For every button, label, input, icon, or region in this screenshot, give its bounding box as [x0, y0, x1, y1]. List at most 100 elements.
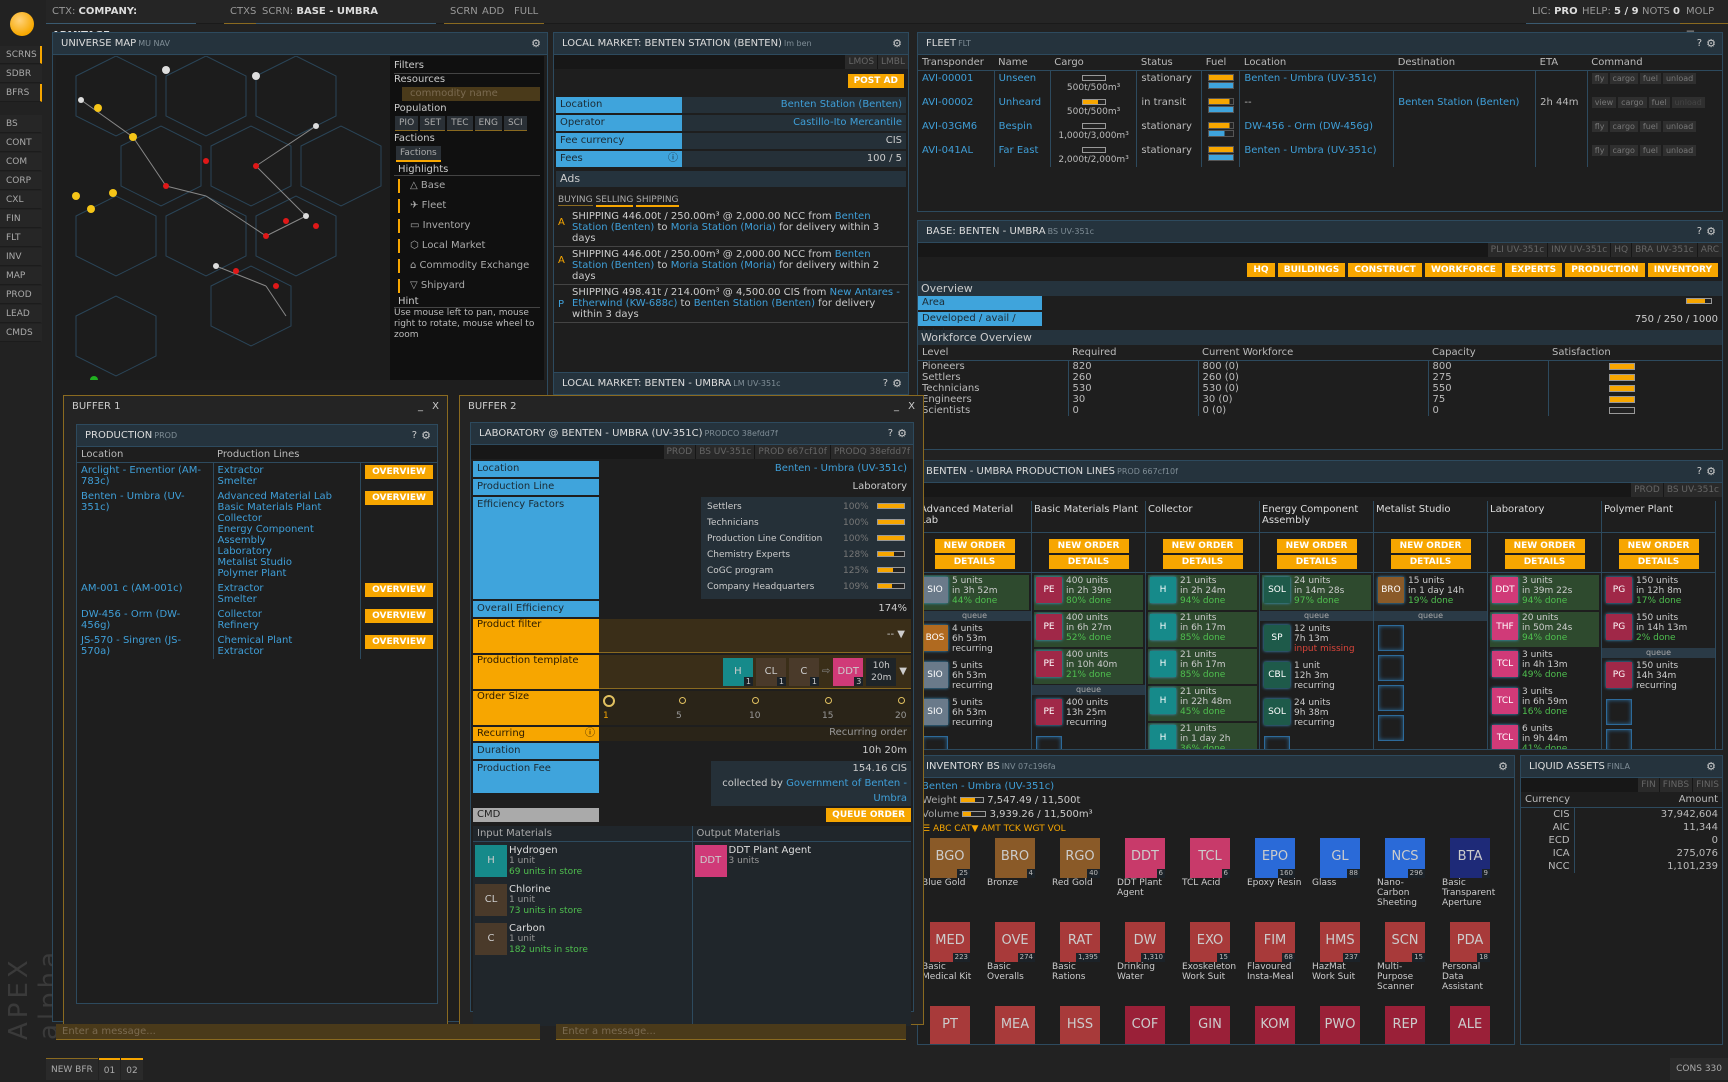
- new-order-button[interactable]: NEW ORDER: [934, 539, 1015, 553]
- nav-map[interactable]: MAP: [0, 267, 42, 285]
- location-link[interactable]: JS-570 - Singren (JS-570a): [77, 633, 214, 659]
- inventory-item[interactable]: PT: [922, 1006, 978, 1044]
- production-order[interactable]: H 21 units in 6h 17m 85% done: [1148, 612, 1257, 647]
- new-order-button[interactable]: NEW ORDER: [1390, 539, 1471, 553]
- view-button[interactable]: view: [1591, 97, 1617, 108]
- gear-icon[interactable]: ⚙: [897, 427, 907, 440]
- info-icon[interactable]: ⓘ: [668, 153, 678, 164]
- inventory-item[interactable]: FIM 68 Flavoured Insta-Meal: [1247, 922, 1303, 1002]
- sort-tck[interactable]: TCK: [1003, 824, 1021, 834]
- slider-tick[interactable]: [752, 697, 759, 704]
- inventory-item[interactable]: MEA: [987, 1006, 1043, 1044]
- details-button[interactable]: DETAILS: [1390, 555, 1471, 569]
- empty-slot[interactable]: [1264, 736, 1290, 749]
- details-button[interactable]: DETAILS: [1048, 555, 1129, 569]
- tag-finbs[interactable]: FINBS: [1659, 778, 1693, 792]
- destination-link[interactable]: Benten Station (Benten): [1393, 95, 1537, 119]
- inventory-item[interactable]: BRO 4 Bronze: [987, 838, 1043, 918]
- buffer-tab-01[interactable]: 01: [98, 1058, 121, 1080]
- operator-value[interactable]: Castillo-Ito Mercantile: [682, 115, 906, 131]
- inventory-item[interactable]: TCL 6 TCL Acid: [1182, 838, 1238, 918]
- inventory-item[interactable]: PDA 18 Personal Data Assistant: [1442, 922, 1498, 1002]
- details-button[interactable]: DETAILS: [934, 555, 1015, 569]
- inventory-item[interactable]: BGO 25 Blue Gold: [922, 838, 978, 918]
- slider-tick[interactable]: [825, 697, 832, 704]
- highlight-commodity-exchange[interactable]: ⌂ Commodity Exchange: [394, 256, 540, 276]
- inventory-item[interactable]: ALE: [1442, 1006, 1498, 1044]
- slider-tick[interactable]: [898, 697, 905, 704]
- production-order[interactable]: PG 150 units in 12h 8m 17% done: [1604, 575, 1713, 610]
- inventory-item[interactable]: GIN: [1182, 1006, 1238, 1044]
- location-value[interactable]: Benten Station (Benten): [682, 97, 906, 113]
- col-fuel[interactable]: Fuel: [1201, 55, 1240, 71]
- gear-icon[interactable]: ⚙: [531, 37, 541, 50]
- gear-icon[interactable]: ⚙: [1706, 37, 1716, 50]
- overview-button[interactable]: OVERVIEW: [365, 465, 433, 479]
- ad-item[interactable]: A SHIPPING 446.00t / 250.00m³ @ 2,000.00 …: [554, 209, 908, 247]
- col-eta[interactable]: ETA: [1535, 55, 1588, 71]
- highlight-local-market[interactable]: ⬡ Local Market: [394, 236, 540, 256]
- highlight-fleet[interactable]: ✈ Fleet: [394, 196, 540, 216]
- tag-pli[interactable]: PLI UV-351c: [1487, 243, 1548, 257]
- nav-corp[interactable]: CORP: [0, 172, 42, 190]
- close-button[interactable]: X: [432, 401, 439, 412]
- details-button[interactable]: DETAILS: [1504, 555, 1585, 569]
- production-order[interactable]: TCL 6 units in 9h 44m 41% done: [1490, 723, 1599, 749]
- inventory-item[interactable]: DDT 6 DDT Plant Agent: [1117, 838, 1173, 918]
- line-link[interactable]: Extractor: [217, 583, 264, 594]
- ship-name-link[interactable]: Far East: [994, 143, 1051, 167]
- tag-bs[interactable]: BS UV-351c: [696, 445, 755, 459]
- product-filter-select[interactable]: -- ▼: [599, 619, 911, 653]
- fuel-button[interactable]: fuel: [1639, 73, 1661, 84]
- production-button[interactable]: PRODUCTION: [1565, 263, 1645, 277]
- construct-button[interactable]: CONSTRUCT: [1348, 263, 1422, 277]
- workforce-button[interactable]: WORKFORCE: [1424, 263, 1502, 277]
- line-link[interactable]: Chemical Plant: [217, 635, 293, 646]
- overview-button[interactable]: OVERVIEW: [365, 609, 433, 623]
- material-row[interactable]: DDT DDT Plant Agent 3 units: [693, 842, 912, 880]
- nav-lead[interactable]: LEAD: [0, 305, 42, 323]
- buffer-header[interactable]: BUFFER 1 _ X: [64, 396, 447, 418]
- sort-abc[interactable]: ABC: [932, 824, 952, 834]
- unload-button[interactable]: unload: [1662, 121, 1697, 132]
- tag-hq[interactable]: HQ: [1611, 243, 1632, 257]
- nav-scrns[interactable]: SCRNS: [0, 46, 42, 64]
- nav-bfrs[interactable]: BFRS: [0, 84, 42, 102]
- material-row[interactable]: CL Chlorine 1 unit 73 units in store: [473, 881, 692, 920]
- inventory-item[interactable]: KOM: [1247, 1006, 1303, 1044]
- inventory-item[interactable]: NCS 296 Nano-Carbon Sheeting: [1377, 838, 1433, 918]
- production-order[interactable]: SP 12 units 7h 13m input missing: [1262, 623, 1371, 658]
- production-order[interactable]: PE 400 units in 2h 39m 80% done: [1034, 575, 1143, 610]
- empty-slot[interactable]: [1036, 736, 1062, 749]
- tag-prod[interactable]: PROD: [663, 445, 696, 459]
- pop-tec-button[interactable]: TEC: [447, 116, 473, 131]
- details-button[interactable]: DETAILS: [1618, 555, 1699, 569]
- inventory-item[interactable]: EPO 160 Epoxy Resin: [1247, 838, 1303, 918]
- tag-fin[interactable]: FIN: [1638, 778, 1659, 792]
- col-cargo[interactable]: Cargo: [1050, 55, 1137, 71]
- inventory-item[interactable]: HMS 237 HazMat Work Suit: [1312, 922, 1368, 1002]
- list-view-icon[interactable]: ☰: [922, 824, 933, 834]
- inventory-item[interactable]: MED 223 Basic Medical Kit: [922, 922, 978, 1002]
- line-link[interactable]: Smelter: [217, 594, 257, 605]
- tab-shipping[interactable]: SHIPPING: [636, 195, 679, 207]
- inventory-item[interactable]: SCN 15 Multi-Purpose Scanner: [1377, 922, 1433, 1002]
- highlight-shipyard[interactable]: ▽ Shipyard: [394, 276, 540, 296]
- overview-button[interactable]: OVERVIEW: [365, 491, 433, 505]
- close-button[interactable]: X: [908, 401, 915, 412]
- location-link[interactable]: AM-001 c (AM-001c): [77, 581, 214, 607]
- buffer-header[interactable]: BUFFER 2 _ X: [460, 396, 923, 418]
- ad-item[interactable]: A SHIPPING 446.00t / 250.00m³ @ 2,000.00 …: [554, 247, 908, 285]
- details-button[interactable]: DETAILS: [1162, 555, 1243, 569]
- col-command[interactable]: Command: [1587, 55, 1722, 71]
- production-order[interactable]: SIO 5 units 6h 53m recurring: [920, 697, 1029, 732]
- line-link[interactable]: Polymer Plant: [217, 568, 287, 579]
- empty-slot[interactable]: [922, 736, 948, 749]
- location-link[interactable]: DW-456 - Orm (DW-456g): [77, 607, 214, 633]
- help-icon[interactable]: ?: [1696, 226, 1702, 237]
- pop-sci-button[interactable]: SCI: [503, 116, 527, 131]
- tag-prod[interactable]: PROD: [1631, 483, 1663, 497]
- inventory-item[interactable]: RAT 1,395 Basic Rations: [1052, 922, 1108, 1002]
- ctxs-button[interactable]: CTXS: [224, 0, 263, 24]
- nav-fin[interactable]: FIN: [0, 210, 42, 228]
